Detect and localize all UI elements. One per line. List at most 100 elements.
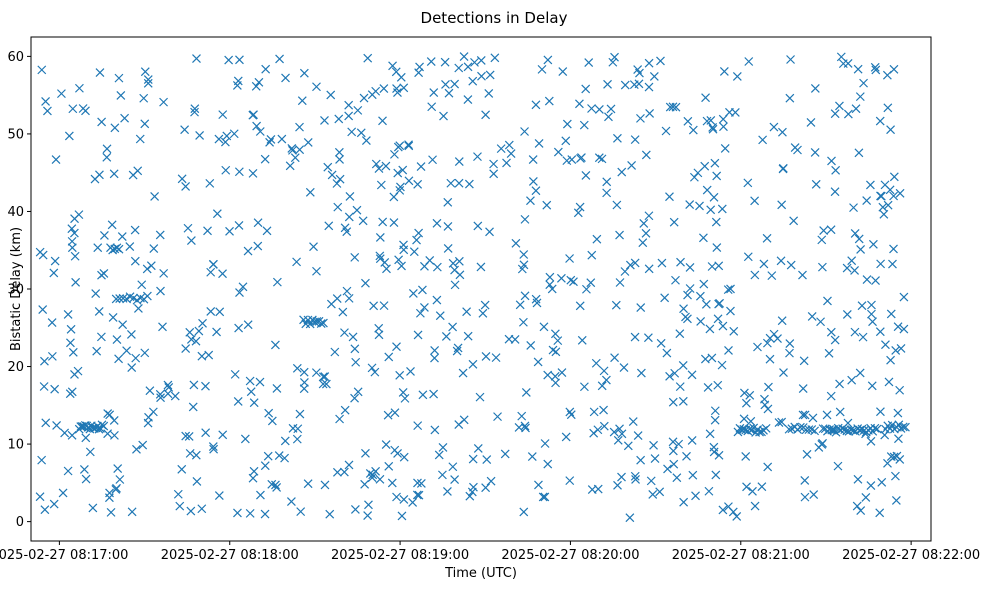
data-point-marker: [644, 58, 654, 68]
data-point-marker: [855, 368, 865, 378]
data-point-marker: [206, 307, 216, 316]
data-point-marker: [847, 256, 857, 266]
data-point-marker: [145, 386, 155, 396]
data-point-marker: [114, 354, 124, 364]
data-point-marker: [763, 462, 773, 472]
data-point-marker: [381, 161, 391, 171]
data-point-marker: [142, 264, 152, 274]
data-point-marker: [397, 261, 406, 271]
data-point-marker: [272, 277, 282, 287]
data-point-marker: [519, 250, 529, 259]
data-point-marker: [264, 408, 274, 418]
data-point-marker: [369, 301, 379, 311]
data-point-marker: [170, 391, 180, 401]
data-point-marker: [340, 328, 349, 338]
data-point-marker: [463, 331, 473, 341]
data-point-marker: [50, 384, 60, 394]
data-point-marker: [710, 406, 720, 416]
data-point-marker: [156, 286, 165, 296]
x-tick-label: 2025-02-27 08:18:00: [161, 548, 299, 563]
data-point-marker: [674, 439, 684, 449]
data-point-marker: [462, 307, 472, 317]
data-point-marker: [478, 308, 488, 318]
data-point-marker: [518, 317, 528, 327]
data-point-marker: [688, 125, 698, 135]
data-point-marker: [175, 501, 185, 511]
data-point-marker: [356, 128, 366, 138]
data-point-marker: [636, 303, 646, 313]
data-point-marker: [243, 246, 253, 256]
data-point-marker: [465, 491, 475, 501]
data-point-marker: [562, 119, 572, 129]
data-point-marker: [732, 71, 742, 81]
data-point-marker: [855, 92, 865, 102]
data-point-marker: [688, 470, 698, 480]
data-point-marker: [534, 480, 543, 490]
data-point-marker: [714, 261, 724, 271]
data-point-marker: [230, 369, 240, 379]
data-point-marker: [394, 255, 404, 265]
data-point-marker: [81, 106, 90, 116]
data-point-marker: [491, 353, 501, 363]
data-point-marker: [212, 209, 222, 219]
data-point-marker: [109, 416, 119, 425]
data-point-marker: [398, 165, 408, 175]
data-point-marker: [577, 153, 586, 163]
data-point-marker: [68, 347, 78, 357]
data-point-marker: [649, 440, 658, 450]
data-point-marker: [127, 507, 137, 517]
data-point-marker: [414, 490, 424, 500]
data-point-marker: [454, 157, 464, 166]
data-point-marker: [553, 336, 563, 346]
data-point-marker: [663, 464, 672, 474]
data-point-marker: [404, 141, 414, 151]
data-point-marker: [695, 291, 705, 301]
data-point-marker: [739, 388, 749, 398]
data-point-marker: [148, 407, 158, 417]
data-point-marker: [363, 511, 373, 520]
data-point-marker: [726, 284, 735, 294]
data-point-marker: [361, 448, 370, 458]
data-point-marker: [520, 421, 530, 431]
data-point-marker: [305, 319, 315, 329]
data-point-marker: [593, 484, 603, 494]
data-point-marker: [384, 461, 394, 471]
data-point-marker: [353, 387, 363, 397]
data-point-marker: [612, 133, 622, 143]
data-point-marker: [732, 512, 742, 521]
data-point-marker: [589, 407, 599, 417]
data-point-marker: [558, 67, 568, 77]
data-point-marker: [889, 244, 898, 254]
data-point-marker: [448, 258, 458, 268]
data-point-marker: [66, 338, 75, 348]
data-point-marker: [332, 179, 342, 188]
data-point-marker: [60, 428, 70, 438]
data-point-marker: [130, 225, 140, 235]
data-point-marker: [473, 444, 483, 453]
data-point-marker: [209, 259, 218, 269]
data-point-marker: [709, 192, 719, 202]
data-point-marker: [608, 57, 618, 67]
data-point-marker: [320, 116, 329, 125]
data-point-marker: [418, 390, 428, 400]
data-point-marker: [808, 413, 818, 423]
data-point-marker: [361, 136, 371, 145]
data-point-marker: [668, 437, 678, 447]
data-point-marker: [57, 89, 66, 99]
data-point-marker: [430, 346, 440, 355]
data-point-marker: [786, 260, 796, 270]
data-point-marker: [609, 427, 619, 437]
data-point-marker: [575, 301, 585, 311]
data-point-marker: [468, 454, 478, 464]
data-point-marker: [384, 352, 394, 362]
data-point-marker: [288, 145, 297, 155]
data-point-marker: [575, 99, 584, 109]
data-point-marker: [66, 324, 76, 334]
data-point-marker: [408, 498, 418, 507]
data-point-marker: [38, 250, 48, 260]
data-point-marker: [320, 372, 330, 382]
data-point-marker: [599, 421, 609, 431]
data-point-marker: [668, 102, 678, 112]
data-point-marker: [97, 117, 107, 127]
data-point-marker: [344, 212, 354, 222]
